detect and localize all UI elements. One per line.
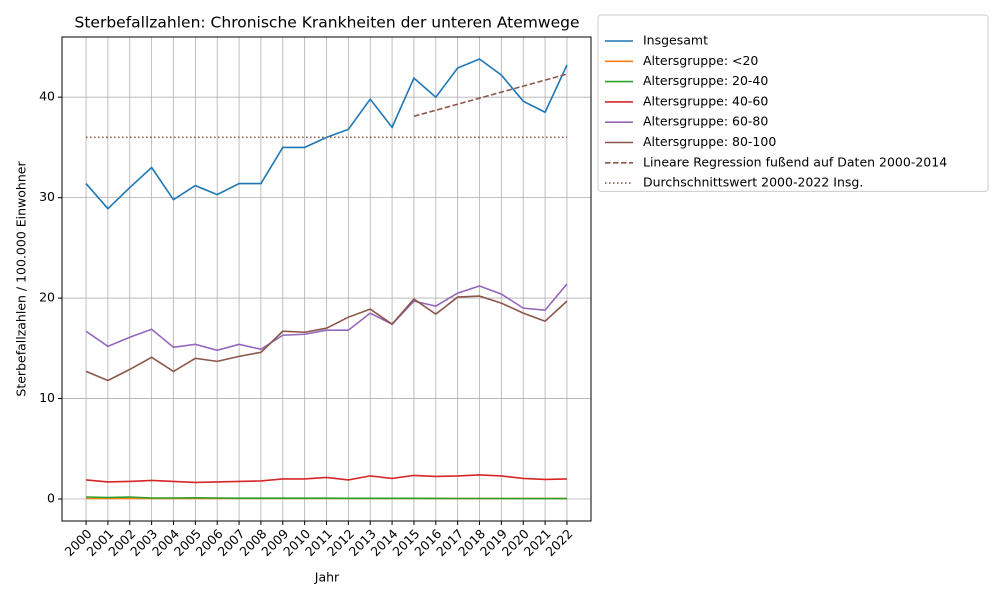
legend-label: Altersgruppe: 20-40: [643, 73, 768, 88]
y-tick-label: 20: [39, 290, 55, 305]
legend-label: Altersgruppe: 40-60: [643, 93, 768, 108]
chart-title: Sterbefallzahlen: Chronische Krankheiten…: [75, 14, 580, 32]
x-axis-label: Jahr: [314, 570, 340, 585]
line-series: [413, 73, 568, 118]
legend-label: Altersgruppe: <20: [643, 53, 758, 68]
legend-label: Altersgruppe: 80-100: [643, 134, 776, 149]
line-series: [85, 283, 568, 352]
y-axis-label: Sterbefallzahlen / 100.000 Einwohner: [14, 161, 29, 397]
y-tick-label: 0: [47, 491, 55, 506]
legend-label: Altersgruppe: 60-80: [643, 114, 768, 129]
legend-label: Insgesamt: [643, 33, 708, 48]
legend-label: Durchschnittswert 2000-2022 Insg.: [643, 175, 863, 190]
y-tick-label: 10: [39, 390, 55, 405]
y-tick-label: 40: [39, 89, 55, 104]
legend-label: Lineare Regression fußend auf Daten 2000…: [643, 154, 947, 169]
plot-frame: [61, 36, 592, 522]
y-tick-label: 30: [39, 189, 55, 204]
line-series: [85, 295, 568, 382]
line-series: [85, 474, 567, 484]
line-series: [86, 496, 567, 500]
legend-box: [597, 14, 989, 192]
